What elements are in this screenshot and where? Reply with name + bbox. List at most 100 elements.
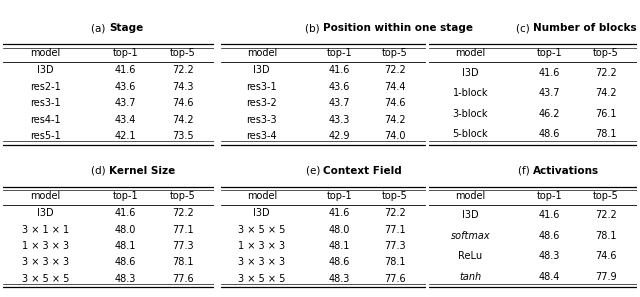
Text: 43.6: 43.6 (115, 82, 136, 92)
Text: 74.2: 74.2 (172, 115, 193, 125)
Text: Kernel Size: Kernel Size (109, 166, 175, 176)
Text: res3-1: res3-1 (246, 82, 277, 92)
Text: 72.2: 72.2 (595, 67, 616, 78)
Text: 48.6: 48.6 (539, 129, 560, 139)
Text: res3-4: res3-4 (246, 131, 277, 141)
Text: 48.1: 48.1 (115, 241, 136, 251)
Text: 78.1: 78.1 (595, 231, 616, 241)
Text: res4-1: res4-1 (30, 115, 61, 125)
Text: 78.1: 78.1 (384, 257, 406, 267)
Text: res5-1: res5-1 (30, 131, 61, 141)
Text: Context Field: Context Field (323, 166, 402, 176)
Text: 3-block: 3-block (452, 109, 488, 119)
Text: 48.6: 48.6 (115, 257, 136, 267)
Text: res2-1: res2-1 (30, 82, 61, 92)
Text: 76.1: 76.1 (595, 109, 616, 119)
Text: 78.1: 78.1 (172, 257, 193, 267)
Text: 48.6: 48.6 (539, 231, 560, 241)
Text: 1 × 3 × 3: 1 × 3 × 3 (238, 241, 285, 251)
Text: 41.6: 41.6 (539, 67, 560, 78)
Text: I3D: I3D (37, 65, 54, 75)
Text: 48.3: 48.3 (329, 274, 350, 284)
Text: 3 × 3 × 3: 3 × 3 × 3 (22, 257, 69, 267)
Text: model: model (246, 191, 277, 201)
Text: 77.1: 77.1 (172, 225, 193, 235)
Text: 3 × 3 × 3: 3 × 3 × 3 (238, 257, 285, 267)
Text: 3 × 1 × 1: 3 × 1 × 1 (22, 225, 69, 235)
Text: ReLu: ReLu (458, 251, 483, 261)
Text: top-5: top-5 (382, 48, 408, 58)
Text: (c): (c) (516, 23, 533, 33)
Text: top-5: top-5 (170, 48, 196, 58)
Text: 48.0: 48.0 (329, 225, 350, 235)
Text: res3-3: res3-3 (246, 115, 277, 125)
Text: 72.2: 72.2 (172, 208, 193, 218)
Text: Stage: Stage (109, 23, 143, 33)
Text: 41.6: 41.6 (329, 65, 350, 75)
Text: model: model (246, 48, 277, 58)
Text: 74.0: 74.0 (384, 131, 406, 141)
Text: 46.2: 46.2 (539, 109, 560, 119)
Text: 74.2: 74.2 (595, 88, 616, 98)
Text: top-5: top-5 (170, 191, 196, 201)
Text: 77.3: 77.3 (172, 241, 193, 251)
Text: top-5: top-5 (593, 48, 618, 58)
Text: Position within one stage: Position within one stage (323, 23, 473, 33)
Text: 3 × 5 × 5: 3 × 5 × 5 (238, 274, 285, 284)
Text: 3 × 5 × 5: 3 × 5 × 5 (22, 274, 69, 284)
Text: softmax: softmax (451, 231, 490, 241)
Text: I3D: I3D (253, 65, 270, 75)
Text: 48.1: 48.1 (329, 241, 350, 251)
Text: (b): (b) (305, 23, 323, 33)
Text: top-1: top-1 (536, 48, 563, 58)
Text: res3-1: res3-1 (30, 98, 61, 108)
Text: top-5: top-5 (593, 191, 618, 201)
Text: 41.6: 41.6 (539, 210, 560, 220)
Text: I3D: I3D (462, 210, 479, 220)
Text: I3D: I3D (253, 208, 270, 218)
Text: res3-2: res3-2 (246, 98, 277, 108)
Text: 42.1: 42.1 (115, 131, 136, 141)
Text: 1-block: 1-block (452, 88, 488, 98)
Text: 74.4: 74.4 (384, 82, 406, 92)
Text: 74.6: 74.6 (172, 98, 193, 108)
Text: 72.2: 72.2 (384, 65, 406, 75)
Text: 77.1: 77.1 (384, 225, 406, 235)
Text: top-1: top-1 (113, 191, 138, 201)
Text: 3 × 5 × 5: 3 × 5 × 5 (238, 225, 285, 235)
Text: 48.3: 48.3 (115, 274, 136, 284)
Text: 43.7: 43.7 (329, 98, 350, 108)
Text: Activations: Activations (533, 166, 599, 176)
Text: 77.9: 77.9 (595, 272, 616, 282)
Text: 1 × 3 × 3: 1 × 3 × 3 (22, 241, 69, 251)
Text: (d): (d) (91, 166, 109, 176)
Text: 41.6: 41.6 (115, 208, 136, 218)
Text: 74.6: 74.6 (384, 98, 406, 108)
Text: top-1: top-1 (327, 191, 353, 201)
Text: top-5: top-5 (382, 191, 408, 201)
Text: 74.2: 74.2 (384, 115, 406, 125)
Text: top-1: top-1 (113, 48, 138, 58)
Text: (e): (e) (305, 166, 323, 176)
Text: 77.6: 77.6 (172, 274, 193, 284)
Text: Number of blocks added: Number of blocks added (533, 23, 640, 33)
Text: 74.6: 74.6 (595, 251, 616, 261)
Text: 48.0: 48.0 (115, 225, 136, 235)
Text: 74.3: 74.3 (172, 82, 193, 92)
Text: 48.4: 48.4 (539, 272, 560, 282)
Text: 41.6: 41.6 (115, 65, 136, 75)
Text: 72.2: 72.2 (172, 65, 193, 75)
Text: (f): (f) (518, 166, 533, 176)
Text: 41.6: 41.6 (329, 208, 350, 218)
Text: I3D: I3D (37, 208, 54, 218)
Text: 42.9: 42.9 (329, 131, 350, 141)
Text: 72.2: 72.2 (384, 208, 406, 218)
Text: model: model (30, 48, 61, 58)
Text: 77.6: 77.6 (384, 274, 406, 284)
Text: model: model (455, 191, 486, 201)
Text: I3D: I3D (462, 67, 479, 78)
Text: tanh: tanh (460, 272, 481, 282)
Text: 43.6: 43.6 (329, 82, 350, 92)
Text: 77.3: 77.3 (384, 241, 406, 251)
Text: 43.4: 43.4 (115, 115, 136, 125)
